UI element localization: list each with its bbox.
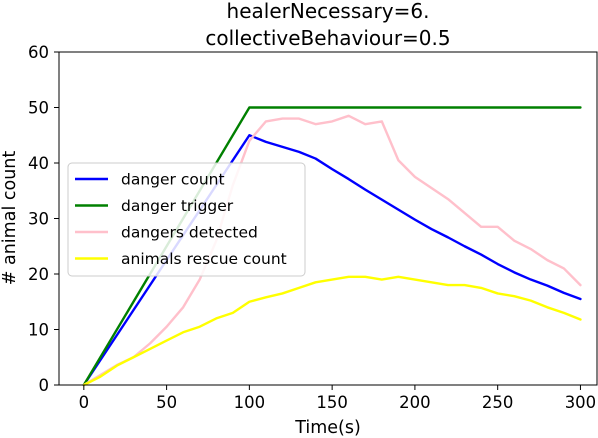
legend-label: dangers detected — [121, 224, 258, 242]
y-tick-label: 60 — [28, 43, 49, 62]
x-tick-label: 100 — [234, 393, 266, 412]
x-tick-label: 250 — [482, 393, 514, 412]
y-tick-label: 10 — [28, 321, 49, 340]
x-tick-label: 0 — [79, 393, 90, 412]
chart-title: healerNecessary=6. collectiveBehaviour=0… — [205, 0, 450, 50]
x-tick-label: 200 — [399, 393, 431, 412]
series-line-animals-rescue-count — [82, 275, 582, 387]
legend-label: danger count — [121, 171, 225, 189]
x-tick-label: 50 — [156, 393, 177, 412]
y-tick-label: 40 — [28, 154, 49, 173]
legend-entry: dangers detected — [75, 224, 258, 242]
legend: danger count danger trigger dangers detect… — [67, 162, 306, 277]
y-axis-ticks: 0 10 20 30 40 50 60 — [28, 43, 59, 395]
legend-box — [67, 162, 306, 277]
chart-title-line-2: collectiveBehaviour=0.5 — [205, 26, 450, 50]
series-layer — [82, 106, 582, 387]
x-axis-label: Time(s) — [294, 418, 361, 438]
chart-title-line-1: healerNecessary=6. — [227, 0, 430, 23]
series-line-danger-count — [82, 134, 582, 387]
x-axis-ticks: 0 50 100 150 200 250 300 — [79, 385, 597, 412]
y-tick-label: 30 — [28, 210, 49, 229]
legend-entry: danger trigger — [75, 197, 234, 215]
legend-label: danger trigger — [121, 197, 234, 215]
legend-entry: danger count — [75, 171, 225, 189]
legend-label: animals rescue count — [121, 250, 287, 268]
x-tick-label: 150 — [316, 393, 348, 412]
y-tick-label: 0 — [39, 376, 50, 395]
legend-entry: animals rescue count — [75, 250, 287, 268]
y-tick-label: 20 — [28, 265, 49, 284]
y-tick-label: 50 — [28, 99, 49, 118]
y-axis-label: # animal count — [0, 151, 20, 286]
series-line-danger-trigger — [82, 106, 582, 387]
series-line-dangers-detected — [82, 114, 582, 387]
x-tick-label: 300 — [565, 393, 597, 412]
